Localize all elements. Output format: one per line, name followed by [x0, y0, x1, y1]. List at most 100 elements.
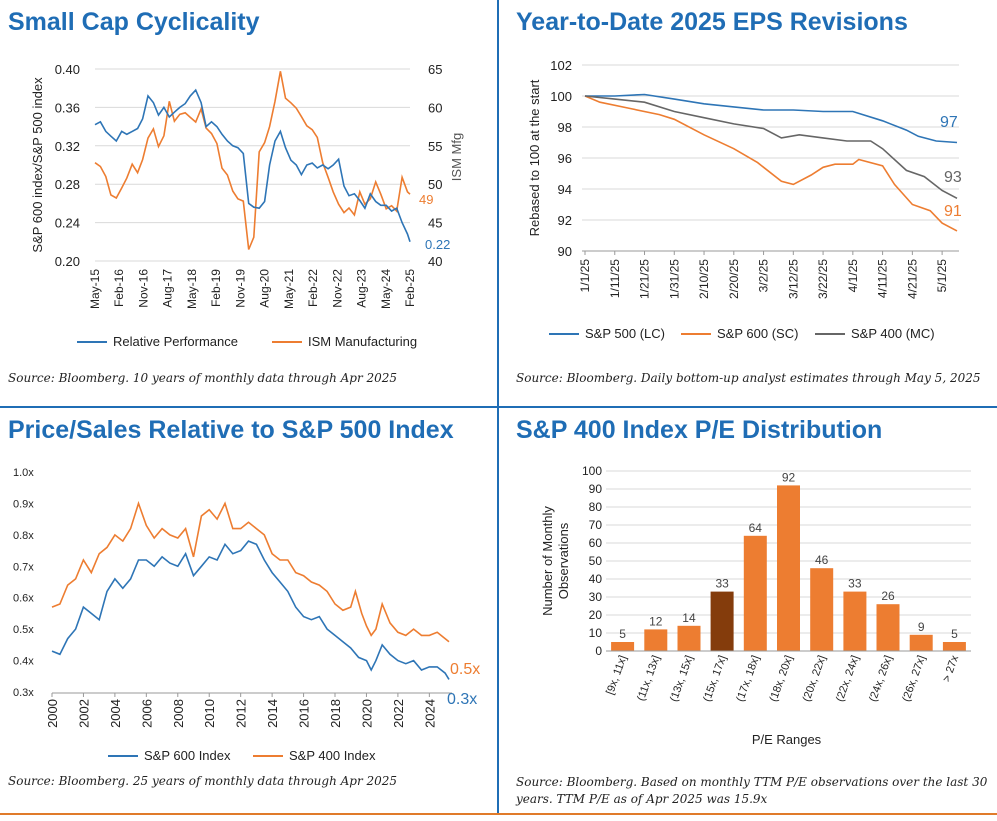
bar-value-label: 5 [951, 627, 958, 641]
x-tick-label: 4/21/25 [905, 259, 919, 299]
end-label-sp400: 0.5x [450, 661, 480, 678]
legend-sp500-label: S&P 500 (LC) [585, 326, 665, 341]
panel-price-sales: Price/Sales Relative to S&P 500 Index 1.… [0, 408, 497, 813]
horizontal-divider [0, 406, 997, 408]
bar-value-label: 33 [715, 577, 729, 591]
y-axis-label: Rebased to 100 at the start [527, 79, 542, 236]
y-tick-label: 30 [589, 590, 603, 604]
y2-tick-label: 65 [428, 62, 442, 77]
x-tick-label: 2020 [359, 699, 374, 728]
legend-ism-manufacturing-label: ISM Manufacturing [308, 334, 417, 349]
y-axis-label-line2: Observations [556, 522, 571, 599]
source-line-1: Source: Bloomberg. Based on monthly TTM … [516, 775, 988, 789]
y-tick-label: 0.24 [55, 216, 80, 231]
x-tick-label: 3/22/25 [816, 259, 830, 299]
y-tick-label: 0.32 [55, 139, 80, 154]
y-tick-label: 96 [558, 151, 572, 166]
x-category-label: (13x, 15x] [668, 654, 696, 704]
end-label-sp500: 97 [940, 114, 958, 131]
x-tick-label: Nov-16 [136, 269, 150, 308]
end-label-sp600: 0.3x [447, 691, 477, 708]
bar-value-label: 12 [649, 614, 663, 628]
x-category-label: (11x, 13x] [635, 654, 663, 703]
bar [843, 591, 867, 651]
legend-relative-performance-label: Relative Performance [113, 334, 238, 349]
y-tick-label: 100 [582, 464, 602, 478]
x-tick-label: 1/21/25 [638, 259, 652, 299]
bar-value-label: 33 [848, 577, 862, 591]
y-tick-label: 0.6x [13, 593, 34, 605]
y-tick-label: 10 [589, 626, 603, 640]
x-tick-label: May-15 [88, 269, 102, 309]
x-tick-label: Aug-20 [258, 269, 272, 308]
legend-sp600-label: S&P 600 (SC) [717, 326, 798, 341]
x-tick-label: 3/12/25 [786, 259, 800, 299]
bar-value-label: 92 [782, 470, 796, 484]
x-tick-label: 2006 [139, 699, 154, 728]
source-note: Source: Bloomberg. Based on monthly TTM … [516, 774, 987, 808]
x-tick-label: Aug-17 [161, 269, 175, 308]
price-sales-chart: 1.0x 0.9x 0.8x 0.7x 0.6x 0.5x 0.4x 0.3x 2000 2002… [13, 467, 480, 763]
bar [909, 634, 933, 651]
x-tick-label: 2018 [328, 699, 343, 728]
sp500-line [585, 93, 958, 144]
x-tick-label: Feb-22 [306, 269, 320, 307]
x-category-label: (17x, 18x] [734, 654, 762, 704]
bar-value-label: 14 [682, 611, 696, 625]
x-tick-label: 2024 [422, 699, 437, 728]
x-category-label: (18x, 20x] [768, 654, 796, 704]
y-tick-label: 0.28 [55, 177, 80, 192]
y-tick-label: 80 [589, 500, 603, 514]
bar [810, 568, 834, 651]
bar-value-label: 26 [881, 589, 895, 603]
x-category-label: (20x, 22x] [801, 654, 829, 704]
bottom-rule [0, 813, 997, 815]
sp400-line [584, 95, 958, 200]
x-tick-label: 2022 [391, 699, 406, 728]
source-line-2: years. TTM P/E as of Apr 2025 was 15.9x [516, 792, 768, 806]
x-tick-label: 2004 [108, 699, 123, 728]
x-category-label: (22x, 24x] [834, 654, 862, 704]
y2-tick-label: 45 [428, 216, 442, 231]
x-category-label: (15x, 17x] [701, 654, 729, 704]
x-tick-label: 2/10/25 [697, 259, 711, 299]
y-tick-label: 50 [589, 554, 603, 568]
x-tick-label: 4/11/25 [876, 259, 890, 298]
x-tick-label: May-24 [379, 269, 393, 309]
y-tick-label: 60 [589, 536, 603, 550]
x-tick-label: 3/2/25 [757, 259, 771, 293]
y-tick-label: 0.4x [13, 656, 34, 668]
y-tick-label: 0.20 [55, 254, 80, 269]
bar [677, 625, 701, 651]
bar [777, 485, 800, 651]
bar [942, 642, 966, 651]
y-tick-label: 102 [550, 58, 572, 73]
x-tick-label: Nov-19 [233, 269, 247, 308]
end-label-sp600: 91 [944, 203, 962, 220]
y2-axis-label: ISM Mfg [449, 133, 464, 181]
panel-eps: Year-to-Date 2025 EPS Revisions 102 100 98… [499, 0, 997, 406]
panel-title: Year-to-Date 2025 EPS Revisions [516, 8, 908, 36]
x-tick-label: Nov-22 [330, 269, 344, 308]
bar [876, 604, 900, 651]
bar-value-label: 64 [749, 521, 763, 535]
x-tick-label: 2000 [45, 699, 60, 728]
panel-small-cap: Small Cap Cyclicality 0.40 0.36 0.32 0.28 0.… [0, 0, 497, 406]
y2-tick-label: 40 [428, 254, 442, 269]
x-tick-label: 4/1/25 [846, 259, 860, 293]
y-tick-label: 92 [558, 213, 572, 228]
sp400-line [51, 500, 450, 643]
x-tick-label: 2016 [297, 699, 312, 728]
x-tick-label: Feb-25 [403, 269, 417, 307]
panel-title: Small Cap Cyclicality [8, 8, 260, 36]
legend-sp400-label: S&P 400 Index [289, 748, 376, 763]
eps-chart: 102 100 98 96 94 92 90 1/1/25 1/11/25 1/21/25 1/31… [527, 58, 962, 341]
y2-tick-label: 55 [428, 139, 442, 154]
x-category-label: > 27x [941, 653, 962, 683]
y-tick-label: 20 [589, 608, 603, 622]
y-tick-label: 70 [589, 518, 603, 532]
source-note: Source: Bloomberg. 25 years of monthly d… [8, 774, 398, 788]
y-tick-label: 90 [589, 482, 603, 496]
y-tick-label: 0.3x [13, 687, 34, 699]
